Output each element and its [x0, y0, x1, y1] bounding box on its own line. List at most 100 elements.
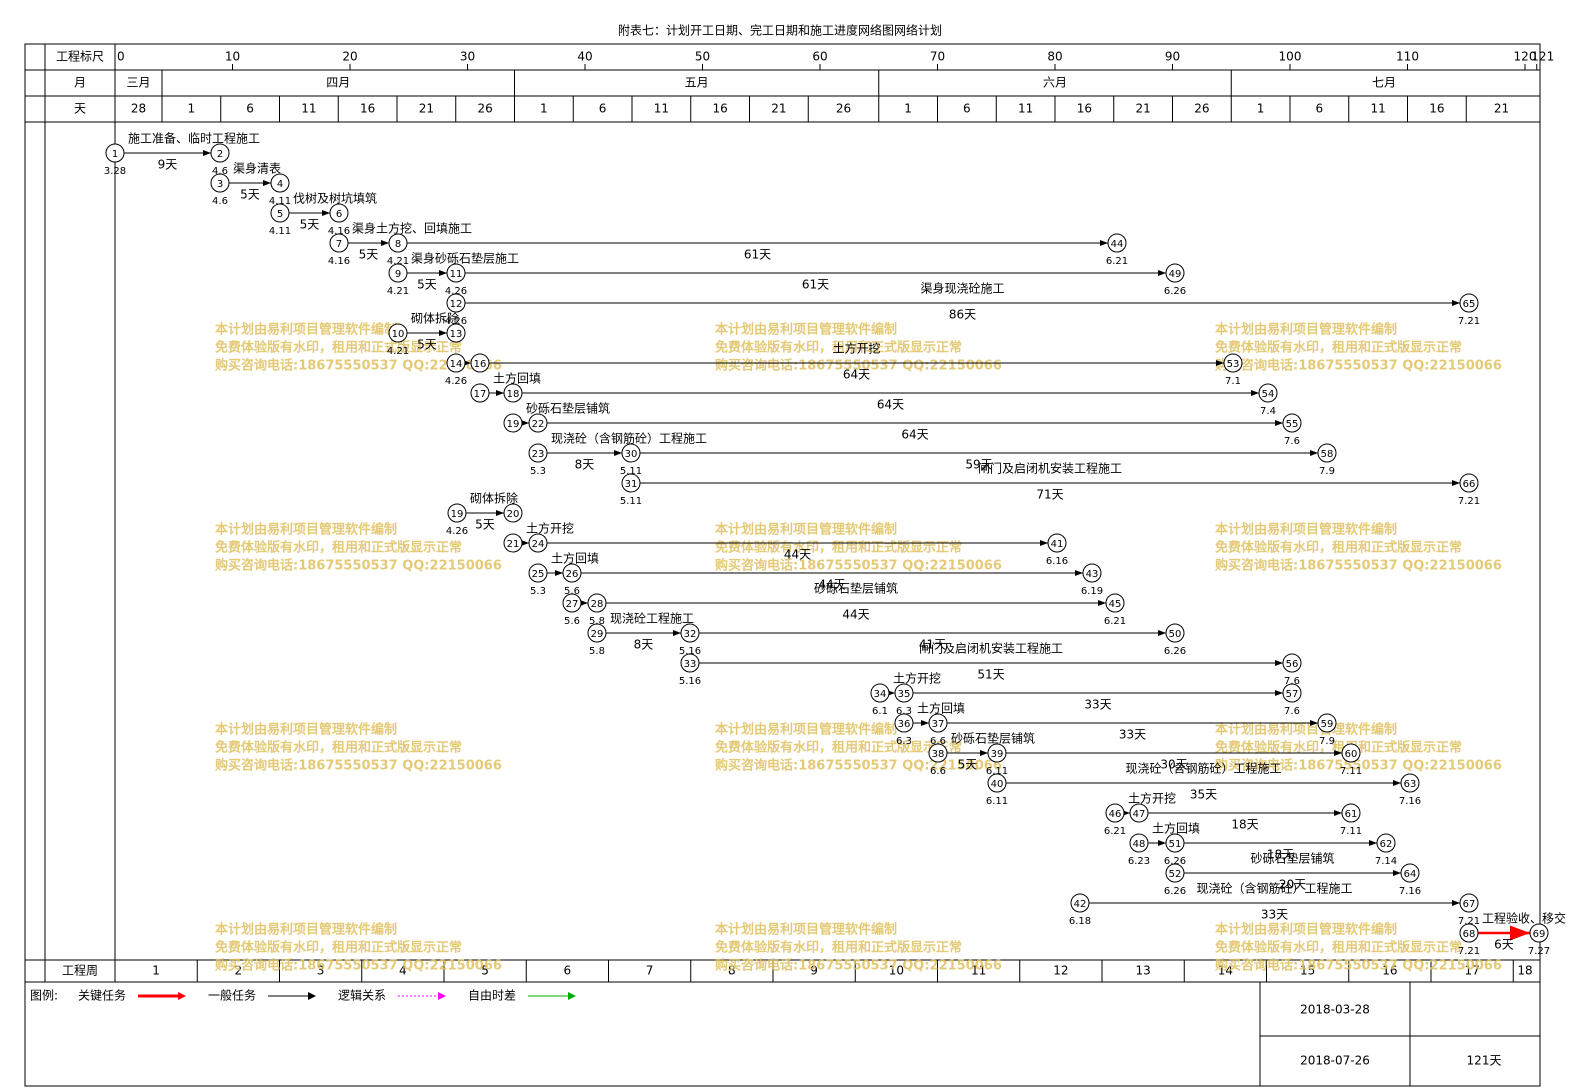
month: 七月	[1372, 76, 1396, 90]
node-date: 5.3	[530, 586, 546, 597]
node	[210, 173, 230, 193]
node	[1107, 233, 1127, 253]
node	[562, 563, 582, 583]
node-id: 69	[1533, 929, 1546, 940]
node-id: 23	[532, 449, 545, 460]
node-id: 49	[1169, 269, 1182, 280]
node-id: 11	[450, 269, 463, 280]
node-date: 4.11	[269, 226, 291, 237]
node-date: 7.9	[1319, 466, 1335, 477]
activity-name: 现浇砼（含钢筋砼）工程施工	[551, 431, 707, 446]
watermark: 本计划由易利项目管理软件编制	[1215, 922, 1397, 938]
activity-duration: 18天	[1267, 848, 1294, 862]
node-date: 7.21	[1458, 496, 1480, 507]
node-id: 20	[507, 509, 520, 520]
activity-name: 现浇砼（含钢筋砼）工程施工	[1125, 761, 1281, 776]
activity-name: 闸门及启闭机安装工程施工	[978, 461, 1122, 476]
node-id: 45	[1109, 599, 1122, 610]
node	[503, 533, 523, 553]
node-id: 65	[1463, 299, 1476, 310]
node-date: 5.6	[564, 616, 580, 627]
node-date: 6.18	[1069, 916, 1091, 927]
activity-name: 砌体拆除	[470, 491, 518, 506]
title: 附表七：计划开工日期、完工日期和施工进度网络图网络计划	[618, 23, 942, 38]
node	[1400, 863, 1420, 883]
legend-head	[438, 992, 446, 1000]
activity-name: 土方开挖	[1128, 791, 1176, 806]
node-id: 46	[1109, 809, 1122, 820]
node-id: 25	[532, 569, 545, 580]
node-date: 4.16	[328, 256, 350, 267]
node-id: 29	[591, 629, 604, 640]
activity-name: 砂砾石垫层铺筑	[1250, 851, 1334, 866]
node-id: 35	[898, 689, 911, 700]
activity-duration: 5天	[417, 278, 437, 292]
node	[987, 743, 1007, 763]
node	[528, 533, 548, 553]
node	[503, 383, 523, 403]
node	[1529, 923, 1549, 943]
node-id: 21	[507, 539, 520, 550]
node-id: 67	[1463, 899, 1476, 910]
node-id: 5	[277, 209, 283, 220]
day: 21	[1494, 102, 1509, 116]
node	[1165, 863, 1185, 883]
scale-tick-label: 20	[342, 50, 357, 64]
watermark: 购买咨询电话:18675550537 QQ:22150066	[215, 758, 502, 774]
node	[894, 713, 914, 733]
activity-duration: 71天	[1036, 488, 1063, 502]
node-date: 7.9	[1319, 736, 1335, 747]
node-id: 42	[1074, 899, 1087, 910]
node-date: 7.11	[1340, 766, 1362, 777]
month: 五月	[685, 76, 709, 90]
node-date: 5.6	[564, 586, 580, 597]
scale-tick-label: 90	[1165, 50, 1180, 64]
month: 四月	[326, 76, 350, 90]
node-date: 4.26	[445, 376, 467, 387]
activity-duration: 61天	[744, 248, 771, 262]
month: 六月	[1043, 76, 1067, 90]
watermark: 本计划由易利项目管理软件编制	[715, 922, 897, 938]
node	[270, 173, 290, 193]
week-label: 工程周	[62, 963, 98, 978]
node-id: 41	[1051, 539, 1064, 550]
node-date: 4.6	[212, 196, 228, 207]
watermark: 购买咨询电话:18675550537 QQ:22150066	[215, 358, 502, 374]
node	[1282, 413, 1302, 433]
node-id: 52	[1169, 869, 1182, 880]
node	[1459, 473, 1479, 493]
node	[1459, 923, 1479, 943]
watermark: 本计划由易利项目管理软件编制	[215, 322, 397, 338]
day: 11	[654, 102, 669, 116]
node-id: 57	[1286, 689, 1299, 700]
activity-name: 砂砾石垫层铺筑	[951, 731, 1035, 746]
watermark: 免费体验版有水印，租用和正式版显示正常	[715, 540, 962, 556]
node-id: 44	[1111, 239, 1124, 250]
node-date: 6.6	[930, 766, 946, 777]
week: 10	[889, 964, 904, 978]
watermark: 本计划由易利项目管理软件编制	[1215, 722, 1397, 738]
legend-label: 图例:	[30, 989, 58, 1003]
day: 6	[1316, 102, 1324, 116]
activity-duration: 30天	[1160, 758, 1187, 772]
node	[1082, 563, 1102, 583]
node-id: 59	[1321, 719, 1334, 730]
activity-name: 砂砾石垫层铺筑	[814, 581, 898, 596]
node-id: 9	[395, 269, 401, 280]
node-date: 5.16	[679, 646, 701, 657]
activity-duration: 44天	[818, 578, 845, 592]
node-id: 33	[684, 659, 697, 670]
activity-name: 砂砾石垫层铺筑	[526, 401, 610, 416]
day: 21	[419, 102, 434, 116]
node	[1129, 833, 1149, 853]
week: 7	[646, 964, 654, 978]
node	[1282, 683, 1302, 703]
day: 6	[599, 102, 607, 116]
node-id: 34	[874, 689, 887, 700]
week: 3	[317, 964, 325, 978]
node	[1165, 623, 1185, 643]
day: 1	[188, 102, 196, 116]
node	[329, 203, 349, 223]
activity-duration: 8天	[634, 638, 654, 652]
node-id: 56	[1286, 659, 1299, 670]
